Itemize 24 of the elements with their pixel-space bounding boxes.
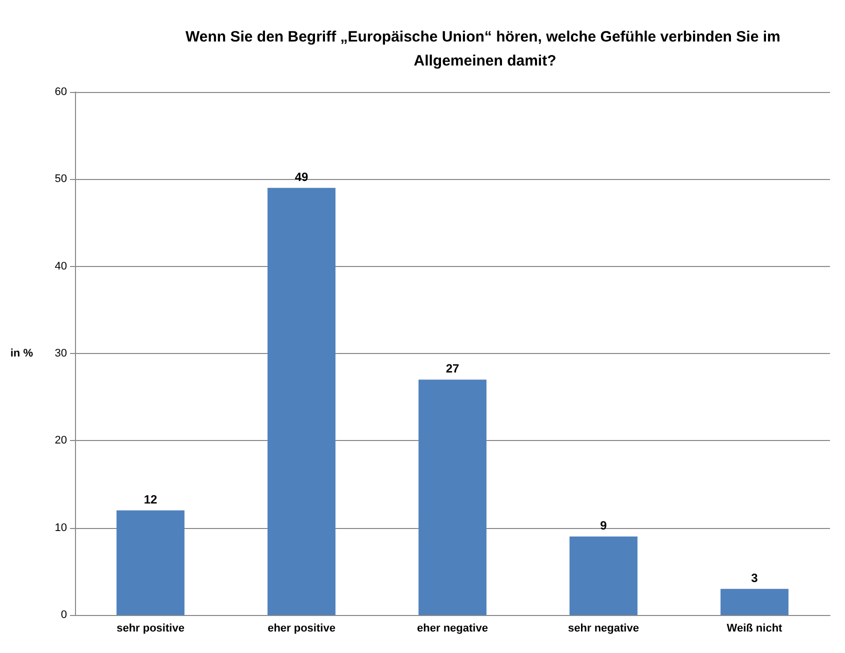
y-tick-label: 20 [54,434,67,447]
data-label: 49 [294,170,308,184]
bar [116,510,184,615]
bar [268,188,336,615]
y-axis-title: in % [10,348,34,360]
x-tick-label: eher negative [417,622,488,634]
bar [720,588,788,615]
x-tick-label: Weiß nicht [726,622,783,634]
y-tick-label: 50 [54,173,67,186]
data-label: 9 [600,518,608,533]
y-tick-label: 30 [54,348,67,360]
x-tick-label: sehr negative [568,622,639,634]
bar [570,536,638,615]
y-tick-label: 0 [60,609,67,621]
y-tick-label: 40 [54,260,67,272]
data-label: 12 [144,492,158,506]
bar [418,380,486,615]
y-tick-label: 60 [54,86,67,98]
x-tick-label: eher positive [268,622,336,634]
y-tick-label: 10 [54,522,67,534]
data-label: 3 [751,570,758,585]
data-label: 27 [446,362,460,376]
x-tick-label: sehr positive [116,622,184,634]
chart-title: Wenn Sie den Begriff „Europäische Union“ hören, welche Gefühle verbinden Sie im Allgemeinen damit? [186,28,784,70]
